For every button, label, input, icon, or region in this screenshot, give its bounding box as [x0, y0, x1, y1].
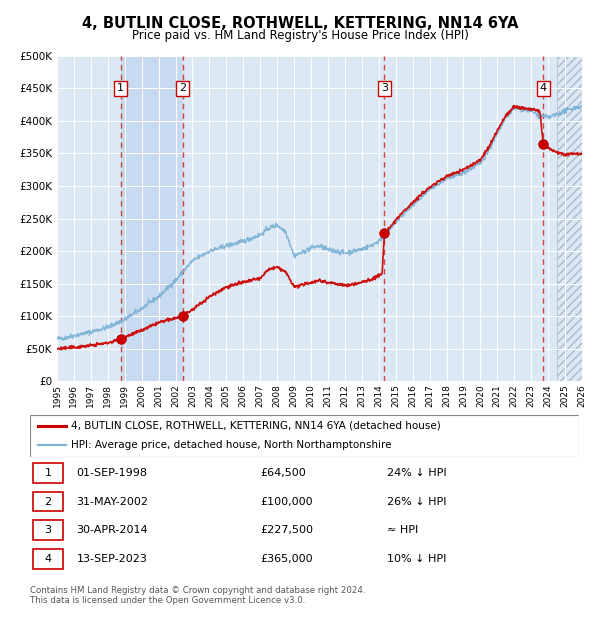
Text: £227,500: £227,500 — [260, 525, 314, 535]
Bar — [57, 56, 121, 381]
Text: 26% ↓ HPI: 26% ↓ HPI — [387, 497, 446, 507]
Text: 4, BUTLIN CLOSE, ROTHWELL, KETTERING, NN14 6YA: 4, BUTLIN CLOSE, ROTHWELL, KETTERING, NN… — [82, 16, 518, 31]
Text: HPI: Average price, detached house, North Northamptonshire: HPI: Average price, detached house, Nort… — [71, 440, 392, 450]
Text: 10% ↓ HPI: 10% ↓ HPI — [387, 554, 446, 564]
Text: 4: 4 — [44, 554, 52, 564]
Text: 24% ↓ HPI: 24% ↓ HPI — [387, 468, 446, 478]
Text: 4: 4 — [539, 83, 547, 94]
Text: 2: 2 — [179, 83, 186, 94]
Text: 1: 1 — [117, 83, 124, 94]
Text: 4, BUTLIN CLOSE, ROTHWELL, KETTERING, NN14 6YA (detached house): 4, BUTLIN CLOSE, ROTHWELL, KETTERING, NN… — [71, 421, 441, 431]
Text: Price paid vs. HM Land Registry's House Price Index (HPI): Price paid vs. HM Land Registry's House … — [131, 30, 469, 42]
Bar — [33, 549, 63, 569]
Text: 3: 3 — [381, 83, 388, 94]
Text: 01-SEP-1998: 01-SEP-1998 — [77, 468, 148, 478]
Text: Contains HM Land Registry data © Crown copyright and database right 2024.
This d: Contains HM Land Registry data © Crown c… — [30, 586, 365, 605]
Text: £64,500: £64,500 — [260, 468, 307, 478]
Text: 30-APR-2014: 30-APR-2014 — [77, 525, 148, 535]
Bar — [33, 520, 63, 540]
Text: £365,000: £365,000 — [260, 554, 313, 564]
Text: ≈ HPI: ≈ HPI — [387, 525, 418, 535]
Bar — [33, 492, 63, 512]
Text: 2: 2 — [44, 497, 52, 507]
Bar — [543, 56, 582, 381]
Bar — [557, 56, 582, 381]
Bar — [121, 56, 182, 381]
Text: £100,000: £100,000 — [260, 497, 313, 507]
Text: 31-MAY-2002: 31-MAY-2002 — [77, 497, 149, 507]
Bar — [557, 56, 582, 381]
Bar — [33, 463, 63, 483]
Text: 1: 1 — [44, 468, 52, 478]
Text: 13-SEP-2023: 13-SEP-2023 — [77, 554, 148, 564]
Text: 3: 3 — [44, 525, 52, 535]
Bar — [182, 56, 543, 381]
